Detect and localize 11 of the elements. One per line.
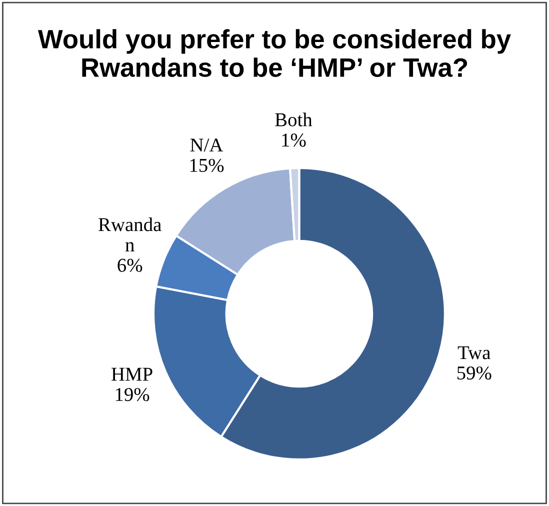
- slice-label: Rwanda n: [98, 218, 162, 252]
- data-label: 15%: [190, 158, 224, 172]
- data-label: 19%: [116, 388, 150, 402]
- slice-label: Twa: [458, 346, 490, 360]
- slice-label: N/A: [190, 138, 224, 152]
- data-label: 59%: [457, 366, 492, 380]
- slice-label: Both: [275, 112, 312, 126]
- data-label: 6%: [118, 258, 142, 272]
- data-label: 1%: [282, 134, 306, 147]
- slice-label: HMP: [112, 368, 152, 381]
- chart-title: Would you prefer to be considered by Rwandans to be ‘HMP’ or Twa?: [38, 29, 511, 77]
